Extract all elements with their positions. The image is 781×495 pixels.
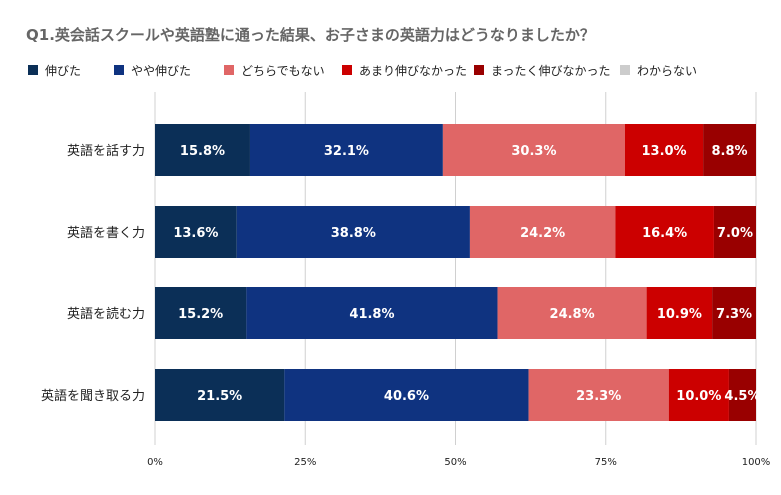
data-label: 7.3% bbox=[716, 307, 752, 322]
data-label: 10.9% bbox=[657, 307, 702, 322]
data-label: 7.0% bbox=[717, 226, 753, 241]
chart-title: Q1.英会話スクールや英語塾に通った結果、お子さまの英語力はどうなりましたか？ bbox=[26, 26, 595, 44]
bar-segment bbox=[668, 369, 729, 421]
data-label: 21.5% bbox=[197, 389, 242, 404]
data-label: 13.6% bbox=[173, 226, 218, 241]
data-label: 23.3% bbox=[576, 389, 621, 404]
legend-swatch bbox=[224, 65, 234, 75]
bar-segment bbox=[155, 206, 237, 258]
data-label: 24.8% bbox=[550, 307, 595, 322]
bar-segment bbox=[442, 124, 625, 176]
legend-item: どちらでもない bbox=[224, 62, 325, 78]
legend-swatch bbox=[474, 65, 484, 75]
legend-item: まったく伸びなかった bbox=[474, 62, 611, 78]
bar-segment bbox=[246, 287, 498, 339]
data-label: 4.5% bbox=[724, 389, 760, 404]
legend-item: 伸びた bbox=[28, 62, 81, 78]
legend-swatch bbox=[28, 65, 38, 75]
legend-label: わからない bbox=[637, 63, 698, 78]
data-label: 38.8% bbox=[331, 226, 376, 241]
x-tick-label: 0% bbox=[147, 457, 163, 468]
bar-segment bbox=[712, 287, 756, 339]
bar-segment bbox=[615, 206, 714, 258]
bar-segment bbox=[236, 206, 470, 258]
legend-label: 伸びた bbox=[45, 63, 82, 78]
bar-segment bbox=[646, 287, 713, 339]
legend-item: やや伸びた bbox=[114, 62, 191, 78]
x-tick-label: 100% bbox=[742, 457, 771, 468]
bar-segment bbox=[284, 369, 529, 421]
bar-segment bbox=[528, 369, 669, 421]
bar-segment bbox=[728, 369, 756, 421]
legend-label: やや伸びた bbox=[131, 63, 192, 78]
data-label: 30.3% bbox=[511, 144, 556, 159]
bar-segment bbox=[155, 369, 285, 421]
data-label: 40.6% bbox=[384, 389, 429, 404]
bar-segment bbox=[155, 287, 247, 339]
legend-label: あまり伸びなかった bbox=[359, 63, 468, 78]
bar-segment bbox=[624, 124, 704, 176]
bar-segment bbox=[703, 124, 756, 176]
bar-segment bbox=[469, 206, 616, 258]
x-tick-label: 25% bbox=[294, 457, 316, 468]
legend-swatch bbox=[342, 65, 352, 75]
legend-swatch bbox=[620, 65, 630, 75]
category-label: 英語を読む力 bbox=[67, 306, 145, 322]
category-label: 英語を聞き取る力 bbox=[41, 388, 145, 404]
x-tick-label: 75% bbox=[595, 457, 617, 468]
data-label: 13.0% bbox=[641, 144, 686, 159]
category-label: 英語を話す力 bbox=[67, 143, 145, 159]
data-label: 15.2% bbox=[178, 307, 223, 322]
data-label: 24.2% bbox=[520, 226, 565, 241]
bar-segment bbox=[155, 124, 250, 176]
bar-segment bbox=[497, 287, 647, 339]
legend-item: あまり伸びなかった bbox=[342, 62, 467, 78]
legend-label: どちらでもない bbox=[241, 63, 325, 78]
bar-segment bbox=[249, 124, 443, 176]
category-label: 英語を書く力 bbox=[67, 225, 145, 241]
data-label: 10.0% bbox=[676, 389, 721, 404]
data-label: 16.4% bbox=[642, 226, 687, 241]
bar-segment bbox=[713, 206, 756, 258]
legend-swatch bbox=[114, 65, 124, 75]
data-label: 15.8% bbox=[180, 144, 225, 159]
legend-label: まったく伸びなかった bbox=[491, 63, 611, 78]
legend-item: わからない bbox=[620, 62, 697, 78]
data-label: 8.8% bbox=[712, 144, 748, 159]
data-label: 32.1% bbox=[324, 144, 369, 159]
x-tick-label: 50% bbox=[444, 457, 466, 468]
data-label: 41.8% bbox=[349, 307, 394, 322]
